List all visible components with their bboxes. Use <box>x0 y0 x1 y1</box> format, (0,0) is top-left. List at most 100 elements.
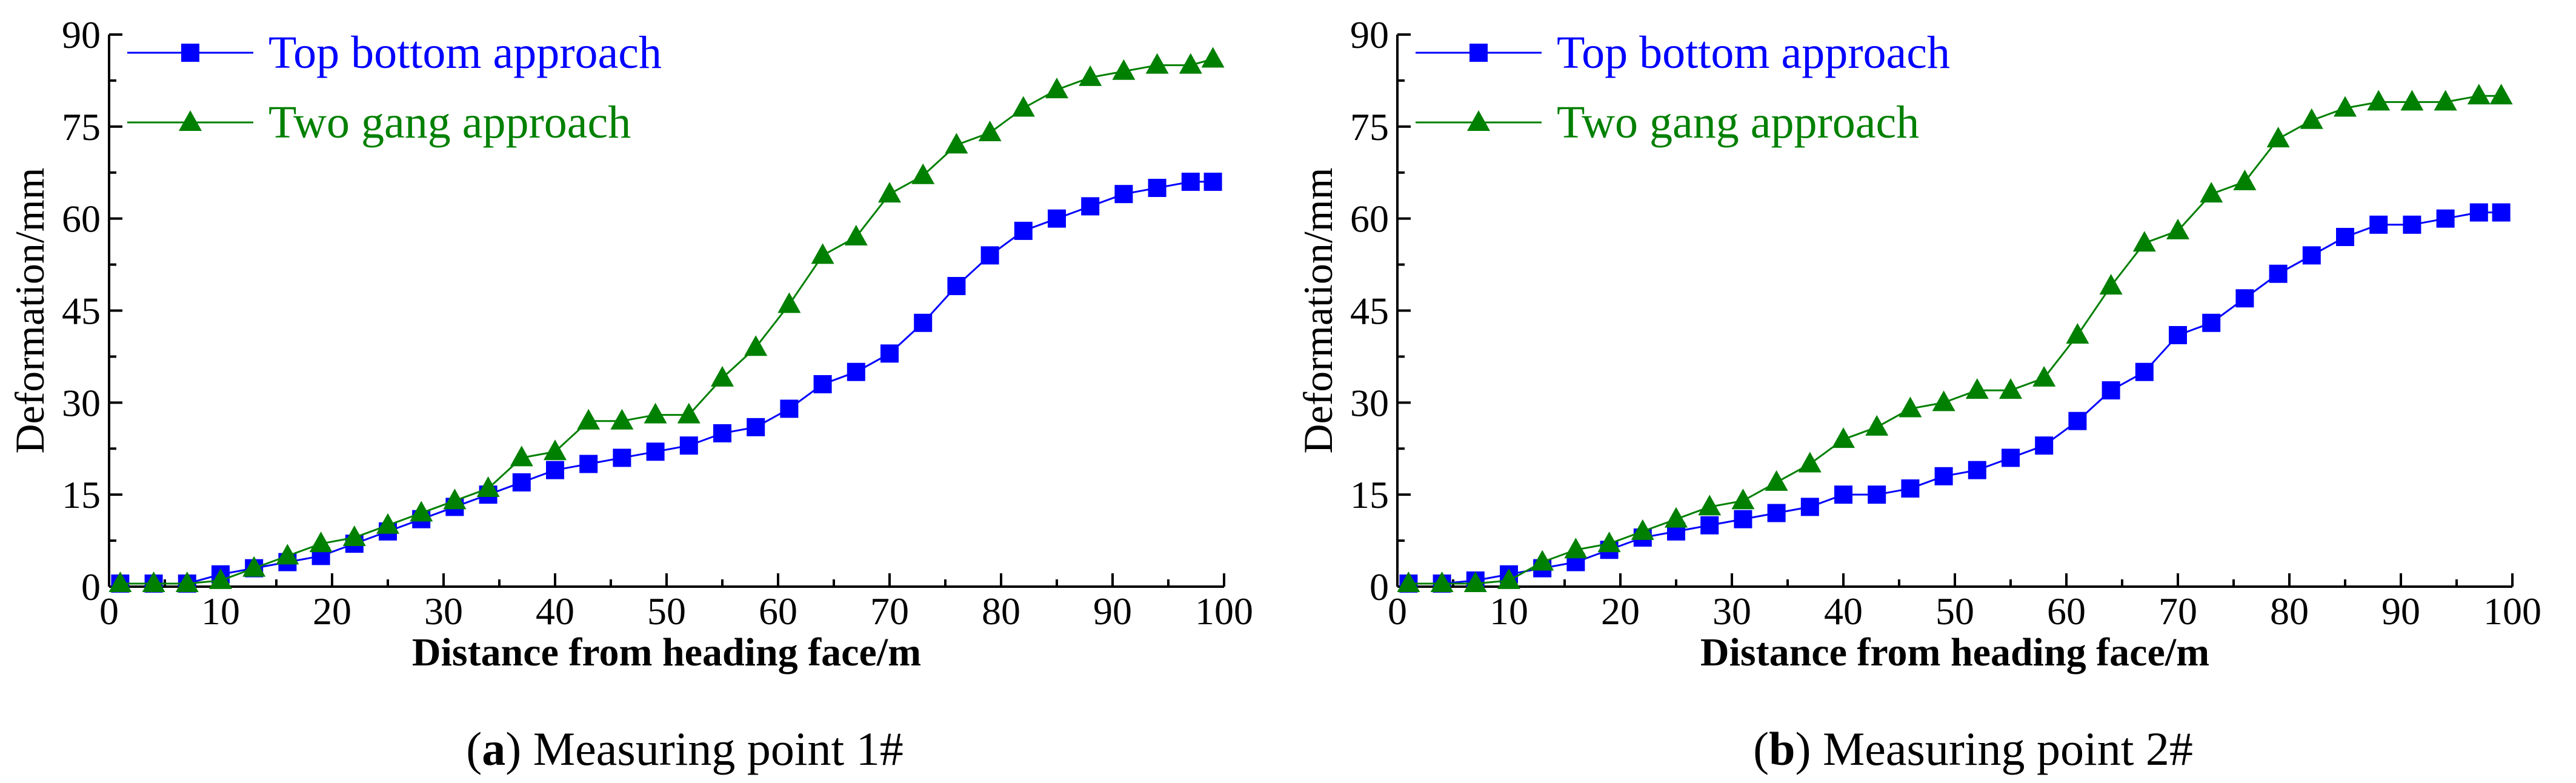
data-point-top-bottom <box>914 313 933 332</box>
data-point-two-gang <box>1564 538 1588 559</box>
x-tick-label: 10 <box>201 590 240 633</box>
caption-letter: a <box>482 722 505 775</box>
data-point-two-gang <box>844 225 868 246</box>
data-point-two-gang <box>2166 218 2189 239</box>
data-point-two-gang <box>945 133 968 154</box>
y-tick-label: 0 <box>1370 565 1389 608</box>
data-point-two-gang <box>2400 90 2424 111</box>
x-tick-label: 50 <box>647 590 686 633</box>
x-tick-label: 10 <box>1489 590 1528 633</box>
y-axis-title: Deformation/mm <box>1295 167 1341 453</box>
data-point-two-gang <box>911 163 935 184</box>
y-tick-label: 60 <box>62 198 101 241</box>
data-point-top-bottom <box>880 344 899 363</box>
x-tick-label: 100 <box>2483 590 2541 633</box>
data-point-two-gang <box>744 335 768 356</box>
data-point-top-bottom <box>2102 381 2120 400</box>
data-point-two-gang <box>2032 365 2056 387</box>
data-point-two-gang <box>1932 390 1955 411</box>
data-point-two-gang <box>1798 451 1822 473</box>
data-point-top-bottom <box>2135 362 2154 381</box>
legend-square-icon <box>1469 44 1488 62</box>
caption-text: Measuring point 2# <box>1811 722 2192 775</box>
data-point-two-gang <box>142 571 165 592</box>
data-point-two-gang <box>1045 78 1068 99</box>
legend-label: Top bottom approach <box>1557 27 1950 78</box>
data-point-two-gang <box>1731 488 1755 510</box>
data-point-top-bottom <box>1014 221 1033 240</box>
data-point-two-gang <box>711 365 734 387</box>
data-point-two-gang <box>1765 470 1788 491</box>
data-point-two-gang <box>610 408 634 430</box>
data-point-two-gang <box>443 488 467 510</box>
y-tick-label: 60 <box>1350 198 1389 241</box>
x-tick-label: 20 <box>1601 590 1640 633</box>
y-tick-label: 30 <box>1350 381 1389 424</box>
chart-panel-a: 0 10 20 30 40 50 60 70 80 90 100 0 15 30 45 60 75 90 Dista… <box>7 13 1253 775</box>
data-point-two-gang <box>242 556 266 577</box>
data-point-two-gang <box>2489 84 2513 105</box>
data-point-top-bottom <box>980 246 999 265</box>
legend-label: Top bottom approach <box>268 27 662 78</box>
data-point-two-gang <box>376 513 399 534</box>
data-point-two-gang <box>1430 571 1454 592</box>
data-point-two-gang <box>1698 495 1722 516</box>
data-point-two-gang <box>811 243 834 264</box>
legend-triangle-icon <box>179 110 202 131</box>
caption-open: ( <box>1753 722 1769 775</box>
data-point-two-gang <box>2300 108 2323 129</box>
y-tick-label: 75 <box>1350 105 1389 148</box>
data-point-top-bottom <box>1148 179 1167 198</box>
y-tick-label: 15 <box>62 473 101 516</box>
data-point-top-bottom <box>579 455 598 473</box>
data-point-two-gang <box>577 408 601 430</box>
x-tick-label: 70 <box>2158 590 2197 633</box>
data-point-top-bottom <box>2302 246 2321 265</box>
data-point-two-gang <box>342 525 366 547</box>
data-point-two-gang <box>108 571 132 592</box>
data-point-two-gang <box>1999 378 2022 399</box>
data-point-two-gang <box>1201 47 1225 68</box>
data-point-two-gang <box>2334 96 2357 117</box>
data-point-two-gang <box>1079 65 1102 86</box>
data-point-top-bottom <box>2403 215 2421 234</box>
data-point-top-bottom <box>1203 172 1222 191</box>
x-tick-label: 90 <box>1093 590 1132 633</box>
caption-close: ) <box>505 722 521 775</box>
x-tick-label: 0 <box>1388 590 1407 633</box>
data-point-top-bottom <box>1901 479 1920 498</box>
data-point-top-bottom <box>713 424 731 442</box>
data-point-top-bottom <box>512 473 531 491</box>
data-point-top-bottom <box>1700 516 1719 535</box>
data-point-top-bottom <box>2269 264 2288 283</box>
caption-letter: b <box>1769 722 1795 775</box>
data-point-top-bottom <box>2369 215 2388 234</box>
data-point-two-gang <box>410 501 433 522</box>
data-point-top-bottom <box>2469 203 2488 222</box>
legend-square-icon <box>181 44 199 62</box>
data-point-two-gang <box>1665 507 1688 528</box>
data-point-two-gang <box>209 568 232 589</box>
figure-caption: (a) Measuring point 1# <box>466 722 903 775</box>
data-point-top-bottom <box>1800 498 1819 516</box>
x-tick-label: 30 <box>1712 590 1751 633</box>
data-point-top-bottom <box>2336 228 2354 247</box>
y-tick-label: 45 <box>62 290 101 333</box>
data-point-two-gang <box>2266 127 2290 148</box>
x-axis-title: Distance from heading face/m <box>412 630 921 675</box>
data-point-top-bottom <box>2235 289 2254 308</box>
y-tick-label: 45 <box>1350 290 1389 333</box>
data-point-two-gang <box>1145 53 1169 74</box>
figure-caption: (b) Measuring point 2# <box>1753 722 2193 775</box>
data-point-two-gang <box>1631 519 1654 540</box>
data-point-top-bottom <box>1934 467 1953 485</box>
x-tick-label: 30 <box>424 590 463 633</box>
data-point-two-gang <box>777 292 801 313</box>
data-point-top-bottom <box>1181 172 1200 191</box>
x-tick-label: 90 <box>2381 590 2420 633</box>
x-tick-label: 50 <box>1935 590 1974 633</box>
data-point-top-bottom <box>947 277 966 296</box>
data-point-two-gang <box>1531 550 1554 571</box>
data-point-two-gang <box>1832 427 1855 448</box>
data-point-top-bottom <box>546 461 564 479</box>
